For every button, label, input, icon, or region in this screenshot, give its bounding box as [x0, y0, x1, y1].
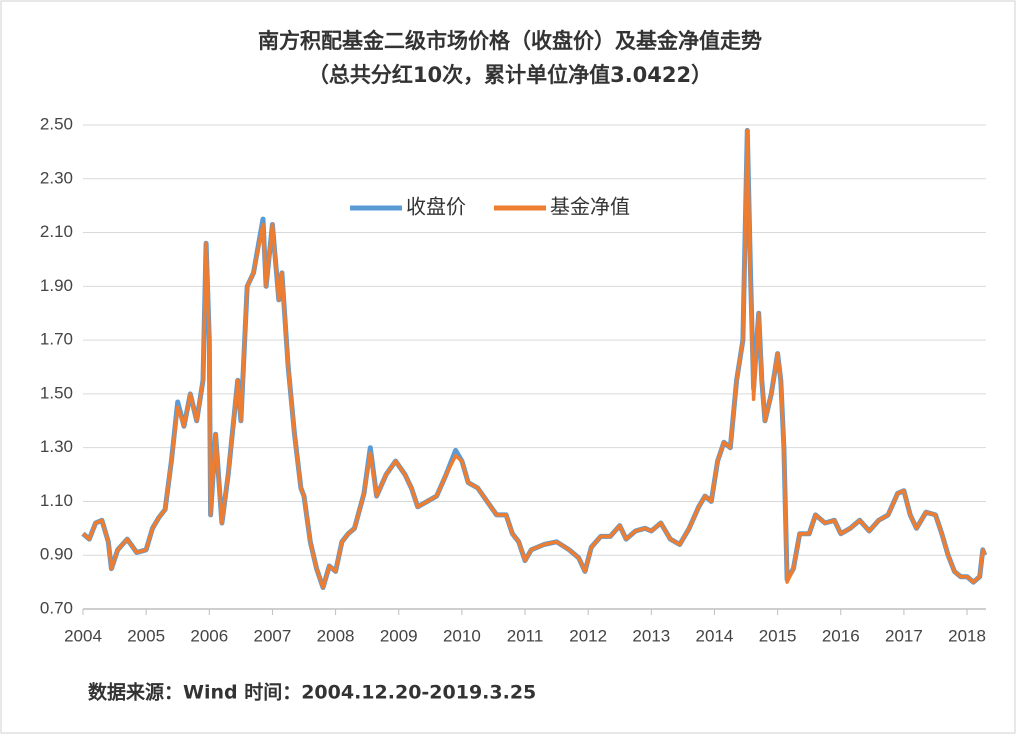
x-tick-label: 2010: [443, 626, 481, 645]
x-tick-label: 2006: [190, 626, 228, 645]
y-tick-label: 0.90: [40, 545, 73, 564]
chart-subtitle: （总共分红10次，累计单位净值3.0422）: [308, 63, 712, 87]
x-tick-label: 2008: [317, 626, 355, 645]
x-tick-label: 2007: [254, 626, 292, 645]
x-tick-label: 2011: [507, 626, 544, 645]
y-tick-label: 2.30: [40, 168, 73, 187]
y-tick-label: 1.50: [40, 383, 73, 402]
y-tick-label: 1.90: [40, 276, 73, 295]
y-tick-label: 1.10: [40, 491, 73, 510]
x-tick-label: 2009: [380, 626, 418, 645]
y-tick-label: 1.70: [40, 330, 73, 349]
x-tick-label: 2014: [696, 626, 734, 645]
x-tick-label: 2017: [885, 626, 923, 645]
legend-label: 收盘价: [406, 195, 466, 219]
x-tick-label: 2013: [632, 626, 670, 645]
x-tick-label: 2004: [64, 626, 102, 645]
x-tick-label: 2015: [759, 626, 797, 645]
source-note: 数据来源：Wind 时间：2004.12.20-2019.3.25: [88, 681, 536, 704]
x-tick-label: 2005: [127, 626, 165, 645]
y-tick-label: 2.10: [40, 222, 73, 241]
x-tick-label: 2012: [569, 626, 607, 645]
legend-label: 基金净值: [550, 195, 630, 219]
y-tick-label: 0.70: [40, 598, 73, 617]
series-line: [81, 128, 987, 590]
chart-title: 南方积配基金二级市场价格（收盘价）及基金净值走势: [258, 29, 762, 53]
y-tick-label: 1.30: [40, 437, 73, 456]
x-tick-label: 2016: [822, 626, 860, 645]
y-tick-label: 2.50: [40, 114, 73, 133]
x-tick-label: 2018: [948, 626, 986, 645]
